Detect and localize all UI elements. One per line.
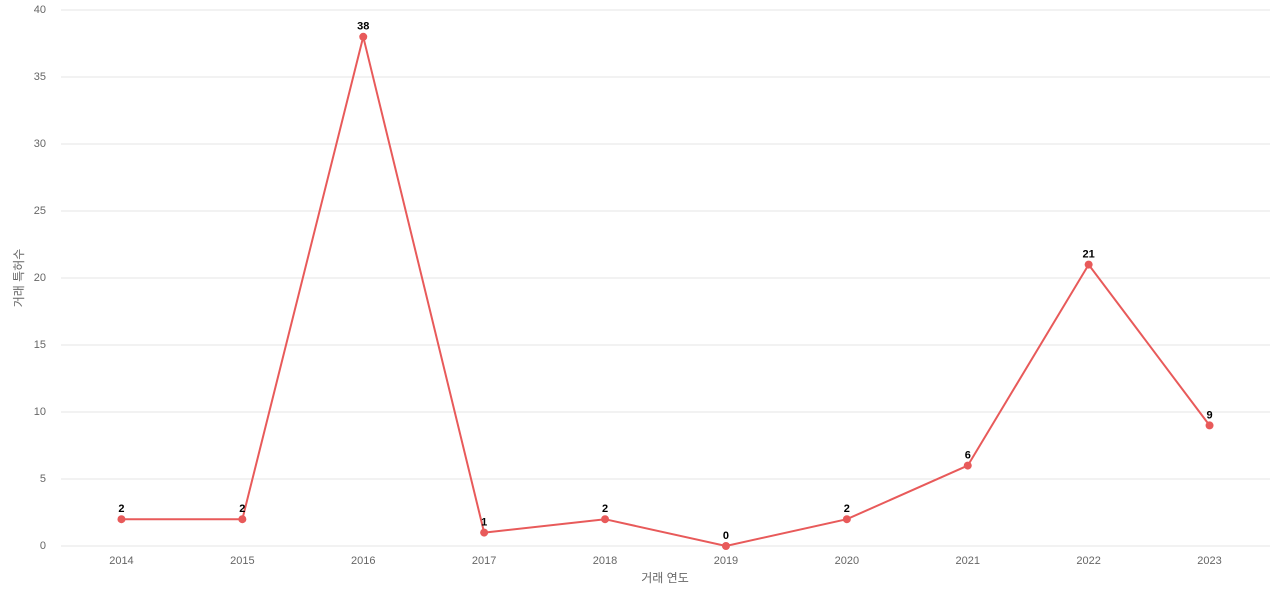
data-label: 2 [118,503,124,515]
y-tick-label: 30 [34,138,46,150]
x-tick-label: 2015 [230,555,254,567]
data-label: 38 [357,21,369,33]
point [1205,421,1214,430]
point [963,461,972,470]
data-label: 2 [844,503,850,515]
data-label: 21 [1083,249,1095,261]
point [721,542,730,550]
data-label: 2 [239,503,245,515]
y-tick-label: 35 [34,71,46,83]
point [359,32,368,41]
point [601,515,610,524]
point [238,515,247,524]
x-tick-label: 2017 [472,555,496,567]
x-axis-title: 거래 연도 [641,571,689,585]
x-tick-label: 2016 [351,555,375,567]
x-tick-label: 2018 [593,555,617,567]
y-tick-label: 10 [34,406,46,418]
x-tick-label: 2021 [956,555,980,567]
y-tick-label: 5 [40,473,46,485]
y-tick-label: 15 [34,339,46,351]
point [480,528,489,537]
data-label: 6 [965,450,971,462]
data-label: 1 [481,517,487,529]
point [1084,260,1093,269]
y-tick-label: 20 [34,272,46,284]
x-tick-label: 2023 [1197,555,1221,567]
x-tick-label: 2019 [714,555,738,567]
x-tick-label: 2014 [109,555,133,567]
y-tick-label: 25 [34,205,46,217]
point [842,515,851,524]
data-label: 2 [602,503,608,515]
data-label: 0 [723,530,729,542]
y-tick-label: 40 [34,4,46,16]
line [121,36,1211,548]
data-label: 9 [1206,409,1212,421]
point [117,515,126,524]
x-tick-label: 2022 [1076,555,1100,567]
y-tick-label: 0 [40,540,46,552]
y-axis-title: 거래 특허수 [12,249,26,308]
x-tick-label: 2020 [835,555,859,567]
